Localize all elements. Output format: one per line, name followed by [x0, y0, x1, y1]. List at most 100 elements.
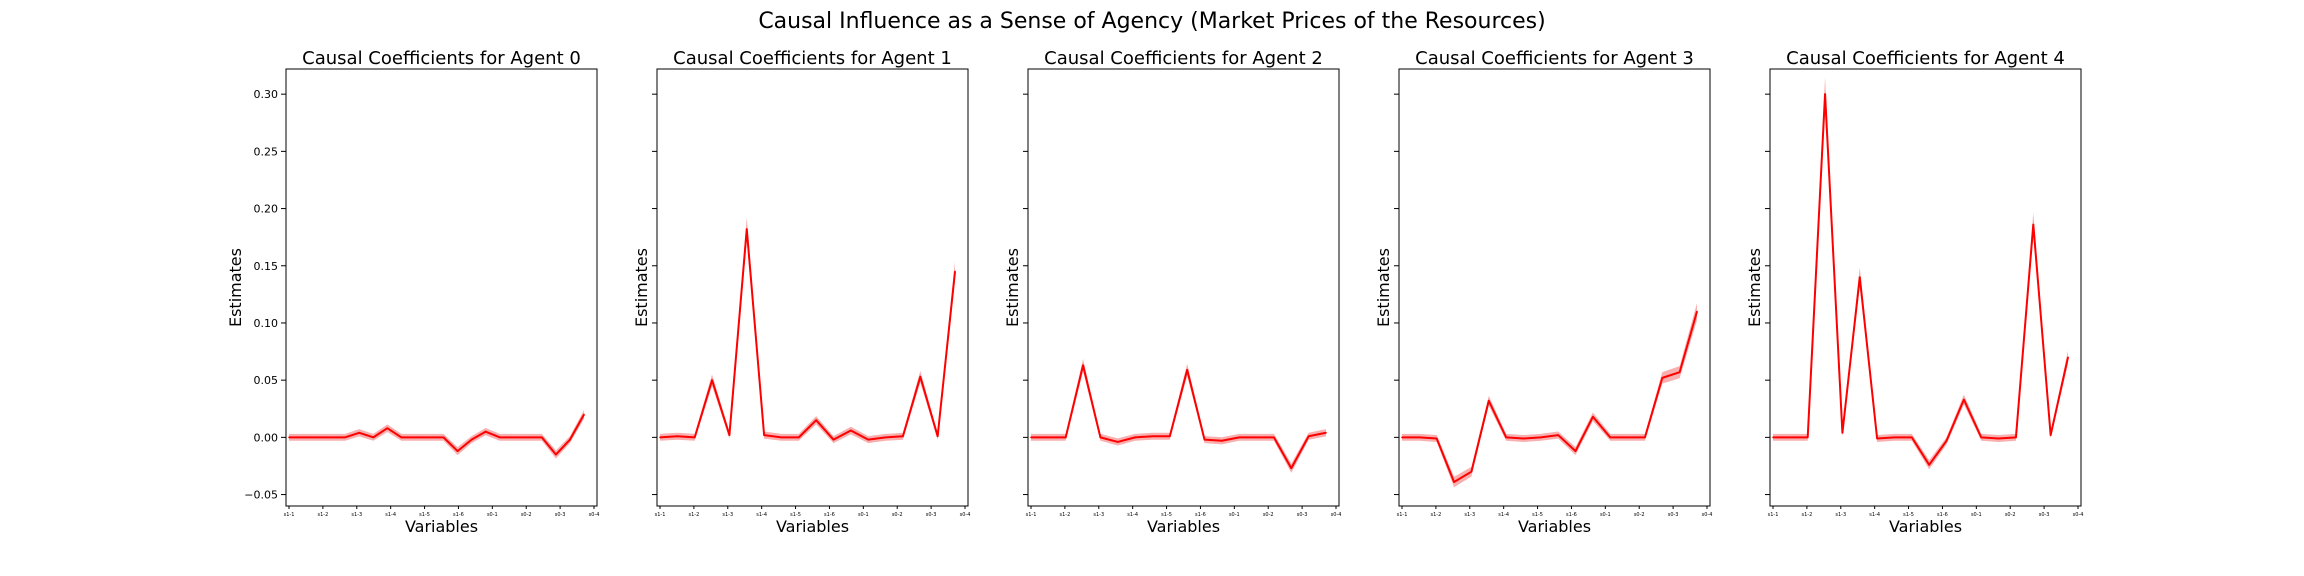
xtick-label: s0-4 [1702, 512, 1713, 518]
xtick-label: s1-6 [1566, 512, 1577, 518]
data-point [1609, 436, 1612, 439]
series-line [1031, 364, 1327, 470]
xtick-label: s1-1 [1397, 512, 1408, 518]
xtick-label: s1-3 [722, 512, 733, 518]
data-point [1238, 436, 1241, 439]
data-point [2015, 436, 2017, 439]
data-point [2032, 223, 2035, 226]
data-point [780, 436, 783, 439]
data-point [1644, 436, 1646, 439]
data-point [1307, 435, 1310, 438]
panel-4: Causal Coefficients for Agent 4 s1-1 s1-2 s… [1745, 48, 2083, 536]
ytick-label: 0.30 [254, 88, 279, 101]
y-axis-label: Estimates [632, 248, 651, 327]
panel-title: Causal Coefficients for Agent 0 [302, 48, 581, 69]
xtick-label: s1-5 [790, 512, 801, 518]
data-point [428, 436, 431, 439]
data-point [1134, 436, 1136, 439]
x-axis-label: Variables [1147, 517, 1220, 536]
x-axis-label: Variables [776, 517, 849, 536]
xtick-label: s0-2 [1634, 512, 1645, 518]
xtick-label: s1-4 [756, 512, 767, 518]
data-point [1626, 436, 1629, 439]
xtick-label: s0-1 [1600, 512, 1611, 518]
xtick-label: s1-2 [1801, 512, 1812, 518]
data-point [1574, 450, 1577, 452]
plot-frame [1027, 68, 1340, 507]
xtick-label: s1-4 [385, 512, 396, 518]
data-point [1678, 371, 1681, 373]
panel-2: Causal Coefficients for Agent 2 s1-1 s1-2 s… [1003, 48, 1341, 536]
panel-title: Causal Coefficients for Agent 3 [1415, 48, 1694, 69]
ytick-label: 0.15 [254, 260, 279, 273]
xtick-label: s0-4 [2073, 512, 2084, 518]
xtick-label: s0-4 [589, 512, 600, 518]
xtick-label: s1-3 [1835, 512, 1846, 518]
data-point [1169, 435, 1171, 438]
data-point [693, 436, 696, 439]
xtick-label: s0-4 [960, 512, 971, 518]
xtick-label: s1-2 [688, 512, 699, 518]
data-point [1540, 436, 1542, 439]
data-point [1789, 436, 1792, 439]
xtick-label: s0-4 [1331, 512, 1342, 518]
data-point [1047, 436, 1050, 439]
xtick-label: s0-2 [892, 512, 903, 518]
panel-1: Causal Coefficients for Agent 1 s1-1 s1-2 s… [632, 48, 970, 536]
data-point [1487, 399, 1490, 402]
data-point [1453, 481, 1455, 483]
xtick-label: s1-3 [1464, 512, 1475, 518]
data-point [1290, 467, 1293, 470]
data-point [1435, 437, 1438, 440]
data-point [1841, 431, 1844, 434]
data-point [442, 436, 445, 439]
panel-0: Causal Coefficients for Agent 0 −0.05 0.00… [226, 48, 599, 536]
y-axis-label: Estimates [226, 248, 245, 327]
y-axis-label: Estimates [1745, 248, 1764, 327]
xtick-label: s1-1 [655, 512, 666, 518]
xtick-label: s0-2 [1263, 512, 1274, 518]
data-point [1557, 434, 1559, 436]
xtick-label: s1-6 [1937, 512, 1948, 518]
data-point [372, 436, 375, 439]
xtick-label: s1-2 [1430, 512, 1441, 518]
data-point [1592, 415, 1594, 418]
data-point [1470, 470, 1473, 473]
panels: Causal Coefficients for Agent 0 −0.05 0.00… [226, 48, 2083, 536]
xtick-label: s0-3 [1297, 512, 1308, 518]
data-point [1030, 436, 1032, 439]
xtick-label: s1-3 [1093, 512, 1104, 518]
data-point [936, 435, 939, 438]
xtick-label: s0-2 [521, 512, 532, 518]
panel-title: Causal Coefficients for Agent 2 [1044, 48, 1323, 69]
data-point [1997, 437, 2000, 440]
confidence-band [289, 410, 584, 459]
data-point [288, 436, 290, 439]
xtick-label: s1-5 [1903, 512, 1914, 518]
data-point [512, 436, 515, 439]
data-point [1273, 436, 1275, 439]
data-point [2049, 434, 2052, 436]
data-point [498, 436, 501, 439]
y-axis-label: Estimates [1374, 248, 1393, 327]
data-point [659, 436, 661, 439]
plot-frame [1398, 68, 1711, 507]
data-point [1418, 436, 1421, 439]
panel-title: Causal Coefficients for Agent 1 [673, 48, 952, 69]
data-point [711, 379, 713, 381]
data-point [850, 429, 852, 432]
ytick-label: 0.25 [254, 145, 279, 158]
data-point [330, 436, 332, 439]
xtick-label: s1-4 [1869, 512, 1880, 518]
xtick-label: s0-3 [2039, 512, 2050, 518]
xtick-label: s1-3 [351, 512, 362, 518]
xtick-label: s0-2 [2005, 512, 2016, 518]
data-point [919, 375, 922, 378]
data-point [1255, 436, 1258, 439]
data-point [954, 270, 956, 273]
data-point [1082, 364, 1084, 367]
data-point [1858, 276, 1861, 279]
data-point [1151, 435, 1154, 438]
confidence-band [1773, 77, 2068, 470]
